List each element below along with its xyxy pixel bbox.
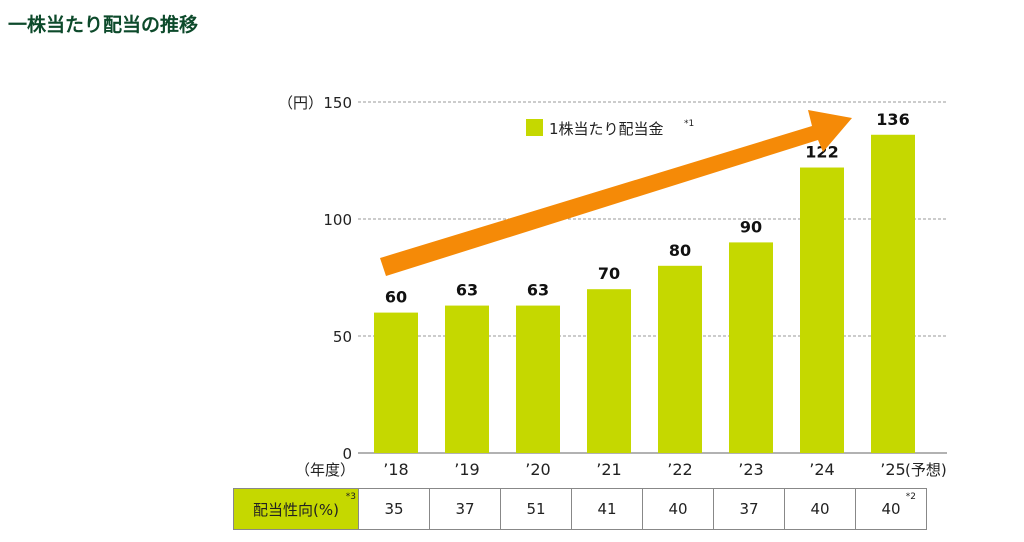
bar xyxy=(658,265,702,453)
x-tick-label: ’18 xyxy=(383,460,408,479)
bar xyxy=(587,289,631,453)
bar xyxy=(800,167,844,453)
bar xyxy=(374,312,418,453)
y-tick-label: 0 xyxy=(342,445,352,463)
x-tick-label: ’24 xyxy=(809,460,834,479)
y-tick-label: 150 xyxy=(323,94,352,112)
payout-ratio-header: 配当性向(%) *3 xyxy=(233,488,359,530)
x-tick-label: ’19 xyxy=(454,460,479,479)
bar xyxy=(871,134,915,453)
data-label: 63 xyxy=(527,281,549,300)
legend-note: *1 xyxy=(684,119,694,129)
x-tick-label: ’21 xyxy=(596,460,621,479)
payout-ratio-cell: 37 xyxy=(713,488,785,530)
bar xyxy=(516,305,560,453)
bar xyxy=(445,305,489,453)
dividend-chart: 0 50 100 150（円） 60 ’18 63 ’19 63 ’20 70 ’21 80 ’22 90 ’… xyxy=(278,94,947,479)
legend-swatch xyxy=(526,119,543,136)
bar xyxy=(729,242,773,453)
x-tick-label: ’23 xyxy=(738,460,763,479)
forecast-note: *2 xyxy=(905,492,916,502)
growth-arrow xyxy=(380,110,852,276)
legend-label: 1株当たり配当金 xyxy=(549,120,664,138)
y-tick-label: 50 xyxy=(333,328,352,346)
payout-ratio-cell: 37 xyxy=(429,488,501,530)
data-label: 70 xyxy=(598,264,620,283)
x-tick-label: ’20 xyxy=(525,460,550,479)
data-label: 136 xyxy=(876,110,909,129)
data-label: 63 xyxy=(456,281,478,300)
payout-ratio-table: 配当性向(%) *3 35 37 51 41 40 37 40 40 *2 xyxy=(233,488,927,530)
x-tick-label: ’22 xyxy=(667,460,692,479)
payout-ratio-cell: 40 *2 xyxy=(855,488,927,530)
page-title: 一株当たり配当の推移 xyxy=(8,14,199,36)
payout-ratio-cell: 40 xyxy=(642,488,714,530)
payout-ratio-cell: 51 xyxy=(500,488,572,530)
payout-ratio-cell: 40 xyxy=(784,488,856,530)
data-label: 80 xyxy=(669,241,691,260)
y-tick-label: 100 xyxy=(323,211,352,229)
payout-ratio-cell: 41 xyxy=(571,488,643,530)
forecast-label: (予想) xyxy=(905,461,947,479)
x-tick-label: ’25 xyxy=(880,460,905,479)
payout-ratio-cell: 35 xyxy=(358,488,430,530)
data-label: 90 xyxy=(740,217,762,236)
y-unit-label: （円） xyxy=(278,94,323,112)
data-label: 60 xyxy=(385,288,407,307)
data-label: 122 xyxy=(805,143,838,162)
x-axis-label: （年度） xyxy=(295,461,355,479)
